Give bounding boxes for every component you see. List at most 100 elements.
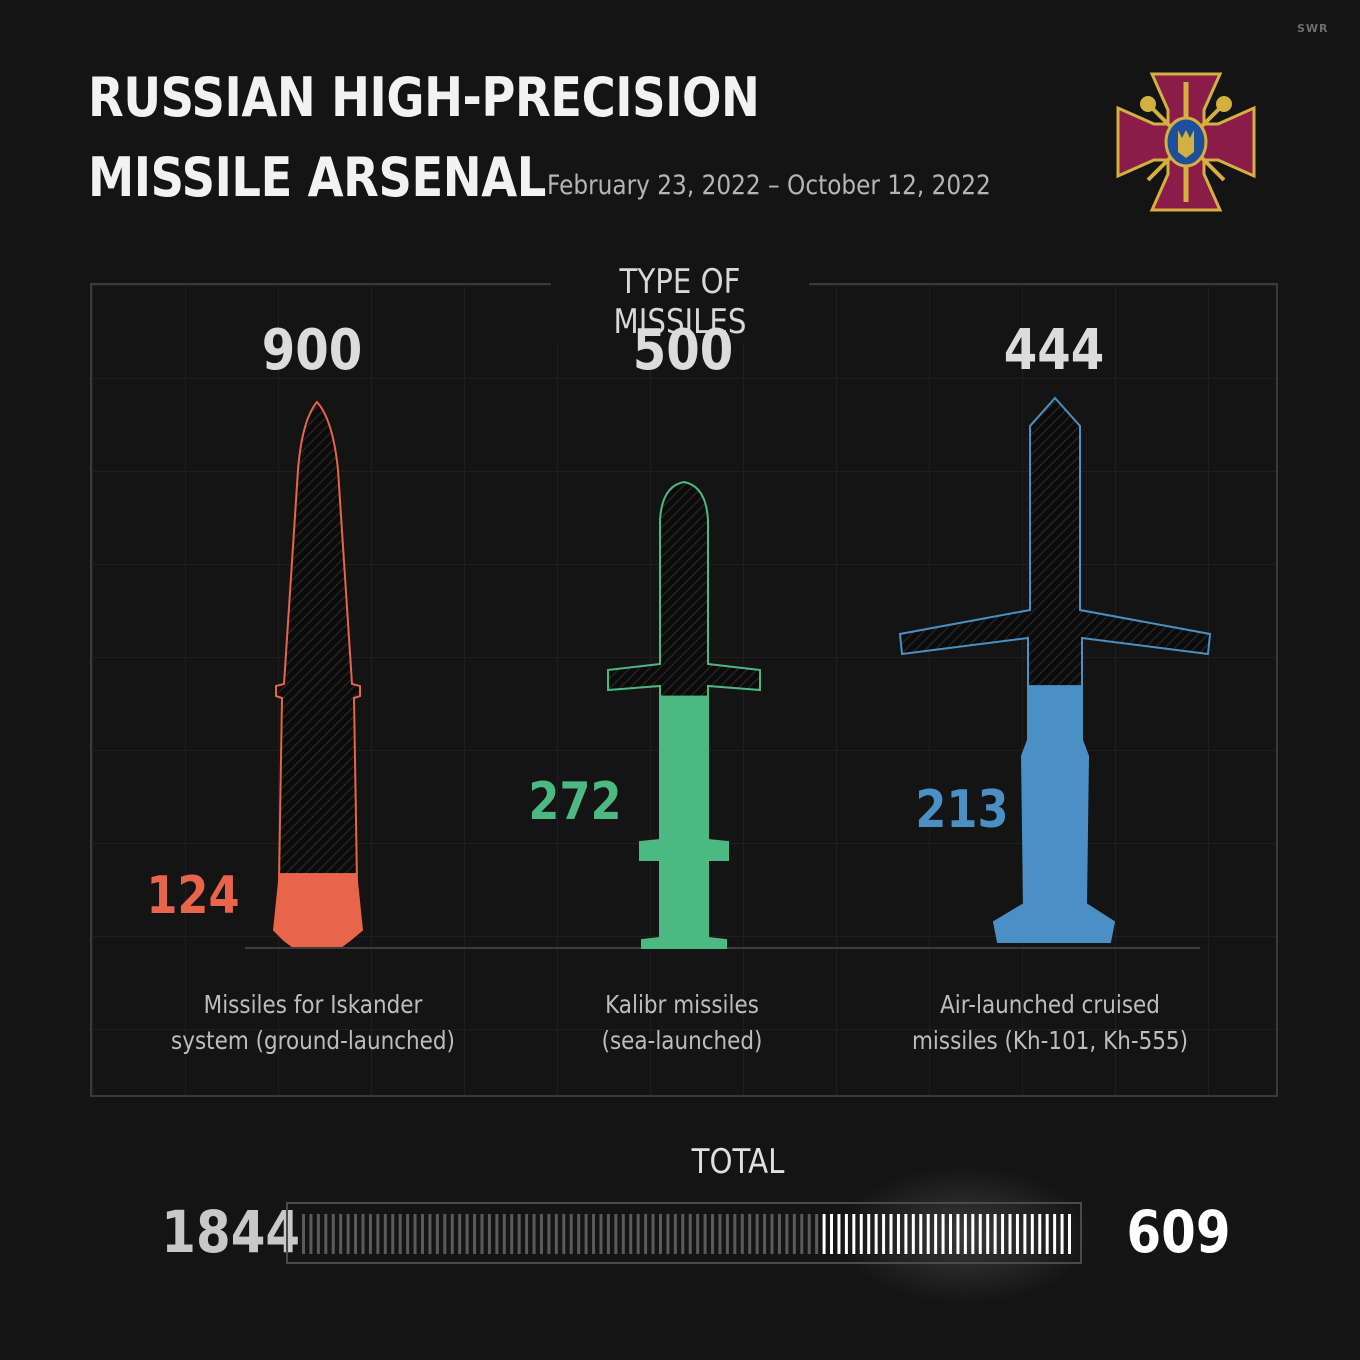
total-bar-tick-used: [324, 1214, 328, 1254]
iskander-total-label: 900: [261, 318, 363, 383]
total-bar-tick-remaining: [1001, 1214, 1005, 1254]
total-bar-tick-used: [339, 1214, 343, 1254]
total-bar-tick-remaining: [1060, 1214, 1064, 1254]
total-bar-tick-used: [688, 1214, 692, 1254]
total-bar-tick-remaining: [941, 1214, 945, 1254]
total-bar-tick-remaining: [1030, 1214, 1034, 1254]
total-bar-tick-used: [703, 1214, 707, 1254]
total-bar-tick-used: [621, 1214, 625, 1254]
total-bar-tick-remaining: [830, 1214, 834, 1254]
total-bar-tick-remaining: [986, 1214, 990, 1254]
total-bar-tick-remaining: [904, 1214, 908, 1254]
total-bar-tick-used: [391, 1214, 395, 1254]
total-bar-tick-remaining: [1068, 1214, 1071, 1254]
total-bar-tick-used: [406, 1214, 410, 1254]
air-caption-line-2: missiles (Kh-101, Kh-555): [911, 1026, 1189, 1055]
total-bar-tick-used: [666, 1214, 670, 1254]
total-bar-tick-remaining: [1053, 1214, 1057, 1254]
total-bar-tick-used: [502, 1214, 506, 1254]
kalibr-used-label: 272: [528, 772, 622, 832]
total-bar-tick-used: [316, 1214, 320, 1254]
total-bar-tick-remaining: [882, 1214, 886, 1254]
total-bar-tick-remaining: [911, 1214, 915, 1254]
total-bar-tick-used: [458, 1214, 462, 1254]
total-bar-tick-used: [398, 1214, 402, 1254]
total-bar-tick-used: [487, 1214, 491, 1254]
total-bar-tick-used: [807, 1214, 811, 1254]
kalibr-total-label: 500: [632, 318, 734, 383]
total-bar-tick-remaining: [837, 1214, 841, 1254]
kalibr-caption-line-1: Kalibr missiles: [605, 990, 759, 1019]
watermark: SWR: [1297, 22, 1329, 35]
title-line-2: MISSILE ARSENAL: [88, 146, 546, 209]
total-bar-tick-used: [532, 1214, 536, 1254]
total-bar-tick-used: [592, 1214, 596, 1254]
total-bar-tick-remaining: [896, 1214, 900, 1254]
total-bar-tick-used: [346, 1214, 350, 1254]
total-bar-tick-used: [614, 1214, 618, 1254]
total-bar-tick-used: [748, 1214, 752, 1254]
total-bar-tick-remaining: [859, 1214, 863, 1254]
total-bar-tick-remaining: [852, 1214, 856, 1254]
total-bar-tick-used: [302, 1214, 305, 1254]
total-bar-tick-remaining: [956, 1214, 960, 1254]
total-bar-tick-remaining: [874, 1214, 878, 1254]
total-bar-tick-used: [510, 1214, 514, 1254]
total-bar-tick-used: [376, 1214, 380, 1254]
total-bar-tick-used: [354, 1214, 358, 1254]
total-bar-tick-remaining: [978, 1214, 982, 1254]
air-caption-line-1: Air-launched cruised: [940, 990, 1160, 1019]
panel-title: TYPE OF MISSILES: [551, 262, 809, 342]
total-label: TOTAL: [691, 1142, 785, 1182]
total-bar-tick-used: [517, 1214, 521, 1254]
total-bar-tick-used: [658, 1214, 662, 1254]
total-bar-tick-used: [718, 1214, 722, 1254]
total-bar-tick-used: [525, 1214, 529, 1254]
total-bar-tick-used: [569, 1214, 573, 1254]
total-bar-tick-remaining: [822, 1214, 826, 1254]
total-bar-tick-remaining: [1038, 1214, 1042, 1254]
total-bar-tick-used: [539, 1214, 543, 1254]
iskander-caption-line-1: Missiles for Iskander: [203, 990, 423, 1019]
total-bar-tick-used: [636, 1214, 640, 1254]
total-bar-tick-used: [815, 1214, 819, 1254]
remaining-count: 609: [1126, 1198, 1231, 1266]
total-bar-tick-used: [547, 1214, 551, 1254]
air-missile-outline: [898, 396, 1212, 943]
total-progress-bar: [286, 1202, 1082, 1264]
total-bar-tick-used: [599, 1214, 603, 1254]
total-bar-tick-remaining: [867, 1214, 871, 1254]
total-bar-tick-used: [800, 1214, 804, 1254]
total-bar-tick-used: [777, 1214, 781, 1254]
total-bar-tick-remaining: [949, 1214, 953, 1254]
total-bar-tick-used: [435, 1214, 439, 1254]
total-bar-tick-used: [383, 1214, 387, 1254]
total-bar-tick-used: [673, 1214, 677, 1254]
total-bar-tick-used: [554, 1214, 558, 1254]
total-bar-tick-remaining: [1008, 1214, 1012, 1254]
total-bar-tick-used: [361, 1214, 365, 1254]
military-emblem-icon: [1116, 72, 1256, 212]
total-bar-tick-used: [562, 1214, 566, 1254]
total-bar-tick-used: [331, 1214, 335, 1254]
air-total-label: 444: [1003, 318, 1105, 383]
total-bar-tick-used: [733, 1214, 737, 1254]
iskander-caption-line-2: system (ground-launched): [171, 1026, 455, 1055]
total-bar-tick-remaining: [889, 1214, 893, 1254]
total-bar-tick-used: [629, 1214, 633, 1254]
total-bar-tick-remaining: [1015, 1214, 1019, 1254]
iskander-caption: Missiles for Iskander system (ground-lau…: [158, 987, 468, 1059]
total-bar-tick-used: [420, 1214, 424, 1254]
total-bar-tick-used: [584, 1214, 588, 1254]
total-bar-tick-used: [413, 1214, 417, 1254]
air-caption: Air-launched cruised missiles (Kh-101, K…: [895, 987, 1205, 1059]
total-bar-tick-remaining: [934, 1214, 938, 1254]
total-bar-tick-used: [577, 1214, 581, 1254]
total-bar-tick-used: [681, 1214, 685, 1254]
date-range: February 23, 2022 – October 12, 2022: [547, 170, 991, 201]
total-bar-tick-used: [443, 1214, 447, 1254]
total-bar-tick-used: [725, 1214, 729, 1254]
total-bar-tick-used: [465, 1214, 469, 1254]
total-bar-tick-remaining: [919, 1214, 923, 1254]
total-bar-tick-remaining: [963, 1214, 967, 1254]
